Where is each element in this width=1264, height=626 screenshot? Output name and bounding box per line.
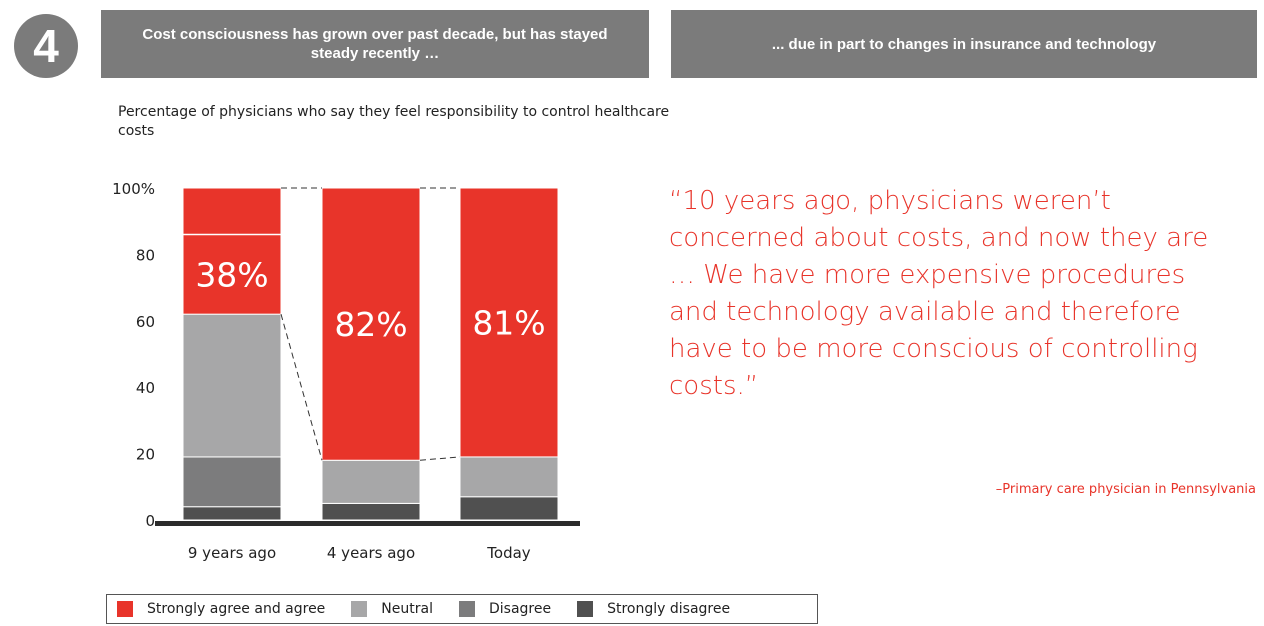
legend-item: Strongly agree and agree [117, 601, 325, 617]
legend-swatch [577, 601, 594, 617]
legend-swatch [458, 601, 475, 617]
x-tick-label: 4 years ago [327, 544, 415, 562]
y-tick-label: 80 [136, 246, 155, 264]
y-tick-label: 60 [136, 313, 155, 331]
legend-swatch [351, 601, 368, 617]
bar-segment-neutral [182, 313, 282, 458]
legend-item: Disagree [458, 601, 552, 617]
data-label: 81% [472, 303, 545, 342]
x-tick-label: Today [486, 544, 531, 562]
legend-item: Strongly disagree [577, 601, 730, 617]
y-tick-label: 0 [145, 512, 155, 530]
x-axis-baseline [155, 521, 580, 526]
agree-connector-line [419, 456, 461, 461]
stacked-bar-chart: 100% 80 60 40 20 0 38% 9 years ago 82% 4 years ag… [112, 180, 580, 562]
agree-connector-line [280, 314, 323, 461]
bar-segment-strongly-agree-and-agree [459, 187, 559, 458]
legend-label: Strongly agree and agree [147, 601, 326, 617]
physician-quote: “10 years ago, physicians weren’t concer… [669, 186, 1209, 401]
legend-swatch [117, 601, 133, 617]
bar-segment-strongly-agree-and-agree [321, 187, 421, 461]
banner-left: Cost consciousness has grown over past d… [101, 10, 649, 78]
banner-right-text: ... due in part to changes in insurance … [771, 35, 1157, 53]
bar-segment-neutral [321, 459, 421, 504]
quote-attribution: –Primary care physician in Pennsylvania [995, 482, 1256, 497]
bar-segment-strongly-disagree [321, 502, 421, 521]
y-tick-label: 40 [136, 379, 155, 397]
x-tick-label: 9 years ago [188, 544, 276, 562]
y-tick-label: 100% [112, 180, 155, 198]
banner-left-text: Cost consciousness has grown over past d… [142, 26, 608, 62]
step-number-badge: 4 [14, 14, 78, 78]
bar-segment-strongly-disagree [182, 506, 282, 521]
legend-label: Disagree [488, 601, 552, 617]
bar-segment-neutral [459, 456, 559, 498]
data-label: 82% [334, 305, 407, 344]
bar-segment-disagree [182, 456, 282, 508]
chart-subtitle: Percentage of physicians who say they fe… [118, 104, 670, 139]
y-tick-label: 20 [136, 446, 155, 464]
bar-segment-strongly-disagree [459, 496, 559, 521]
legend-label: Neutral [381, 601, 433, 617]
bar-segment-strongly-agree-and-agree [182, 187, 282, 315]
legend-item: Neutral [351, 601, 433, 617]
banner-right: ... due in part to changes in insurance … [671, 10, 1257, 78]
chart-legend: Strongly agree and agree Neutral Disagree S… [106, 594, 818, 624]
legend-label: Strongly disagree [607, 601, 731, 617]
data-label: 38% [195, 255, 268, 294]
